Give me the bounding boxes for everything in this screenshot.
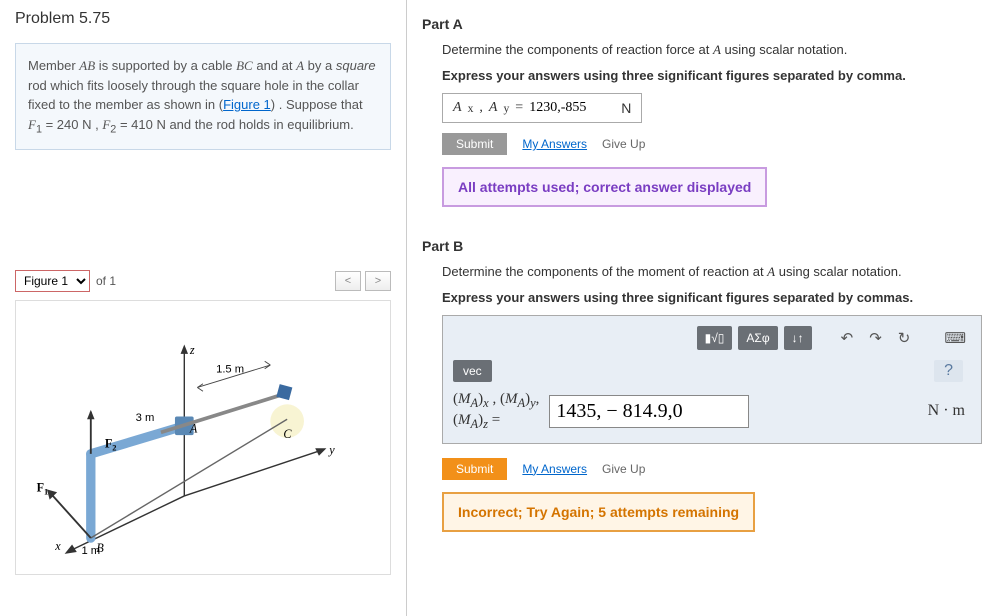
text: = 240: [42, 117, 82, 132]
eq-tool-keyboard[interactable]: ⌨: [939, 326, 971, 350]
eq-tool-undo[interactable]: ↶: [836, 326, 859, 350]
part-b-input[interactable]: [549, 395, 749, 428]
f1sub: 1: [44, 487, 48, 496]
text: and the rod holds in equilibrium.: [166, 117, 354, 132]
var-ab: AB: [79, 58, 95, 73]
part-b-unit: N · m: [928, 402, 971, 420]
right-panel: Part A Determine the components of react…: [407, 0, 997, 616]
part-a-give-up-link[interactable]: Give Up: [602, 137, 645, 151]
part-a-answer-row: Ax , Ay = N: [442, 93, 982, 123]
var-f1: F: [28, 117, 36, 132]
text: ,: [92, 117, 103, 132]
axis-x: x: [54, 539, 61, 553]
f2sub: 2: [112, 443, 116, 452]
axis-y: y: [327, 443, 335, 457]
pt-b: B: [96, 541, 104, 555]
part-a-title: Part A: [422, 16, 982, 32]
italic-square: square: [336, 58, 376, 73]
part-a-submit-button: Submit: [442, 133, 507, 155]
figure-select[interactable]: Figure 1: [15, 270, 90, 292]
svg-text:F2: F2: [105, 437, 117, 453]
part-a-instruction1: Determine the components of reaction for…: [442, 42, 982, 58]
text: and at: [253, 58, 296, 73]
axis-z: z: [189, 343, 195, 357]
part-b-submit-button[interactable]: Submit: [442, 458, 507, 480]
eq-tool-greek[interactable]: ΑΣφ: [738, 326, 777, 350]
part-b-label: (MA)x , (MA)y, (MA)z =: [453, 390, 539, 433]
part-b-answer-row: (MA)x , (MA)y, (MA)z = N · m: [453, 390, 971, 433]
eq-tool-help[interactable]: ?: [934, 360, 963, 382]
eq-tool-template[interactable]: ▮√▯: [697, 326, 733, 350]
var-bc: BC: [236, 58, 253, 73]
svg-text:F1: F1: [37, 481, 49, 497]
problem-title: Problem 5.75: [15, 10, 391, 28]
vec-row: vec ?: [453, 360, 971, 382]
f2: F: [105, 437, 112, 451]
part-b-feedback: Incorrect; Try Again; 5 attempts remaini…: [442, 492, 755, 532]
unit: N: [156, 117, 165, 132]
part-a-submit-row: Submit My Answers Give Up: [442, 133, 982, 155]
part-b-instruction2: Express your answers using three signifi…: [442, 290, 982, 305]
unit: N: [82, 117, 91, 132]
part-b-my-answers-link[interactable]: My Answers: [522, 462, 587, 476]
pt-c: C: [283, 427, 292, 441]
text: Member: [28, 58, 79, 73]
part-b-title: Part B: [422, 238, 982, 254]
pt-a: A: [189, 422, 198, 436]
figure-image: z y x F2 F1 1.5 m 3 m 1 m: [15, 300, 391, 575]
dim-3: 3 m: [136, 412, 155, 424]
next-figure-button[interactable]: >: [365, 271, 391, 291]
eq-toolbar: ▮√▯ ΑΣφ ↓↑ ↶ ↷ ↻ ⌨: [453, 326, 971, 350]
eq-tool-subscript[interactable]: ↓↑: [784, 326, 812, 350]
eq-tool-vec[interactable]: vec: [453, 360, 492, 382]
part-a-instruction2: Express your answers using three signifi…: [442, 68, 982, 83]
figure-svg: z y x F2 F1 1.5 m 3 m 1 m: [16, 301, 390, 574]
eq-tool-redo[interactable]: ↷: [864, 326, 887, 350]
dim-15: 1.5 m: [216, 364, 244, 376]
text: = 410: [116, 117, 156, 132]
part-a-input[interactable]: [529, 100, 609, 116]
part-a-answer-box: Ax , Ay = N: [442, 93, 642, 123]
part-a-unit: N: [615, 100, 631, 116]
left-panel: Problem 5.75 Member AB is supported by a…: [0, 0, 407, 616]
figure-of-text: of 1: [96, 274, 116, 288]
text: is supported by a cable: [95, 58, 236, 73]
problem-statement: Member AB is supported by a cable BC and…: [15, 43, 391, 150]
eq-tool-reset[interactable]: ↻: [893, 326, 916, 350]
text: ) . Suppose that: [271, 97, 363, 112]
prev-figure-button[interactable]: <: [335, 271, 361, 291]
part-a-feedback: All attempts used; correct answer displa…: [442, 167, 767, 207]
text: by a: [304, 58, 336, 73]
f1: F: [37, 481, 44, 495]
var-a: A: [296, 58, 304, 73]
part-b-equation-panel: ▮√▯ ΑΣφ ↓↑ ↶ ↷ ↻ ⌨ vec ? (MA)x , (MA)y, …: [442, 315, 982, 444]
figure-nav: < >: [335, 271, 391, 291]
part-b-submit-row: Submit My Answers Give Up: [442, 458, 982, 480]
part-b-give-up-link[interactable]: Give Up: [602, 462, 645, 476]
figure-link[interactable]: Figure 1: [223, 97, 271, 112]
figure-controls: Figure 1 of 1 < >: [15, 270, 391, 292]
part-b-instruction1: Determine the components of the moment o…: [442, 264, 982, 280]
part-a-my-answers-link[interactable]: My Answers: [522, 137, 587, 151]
